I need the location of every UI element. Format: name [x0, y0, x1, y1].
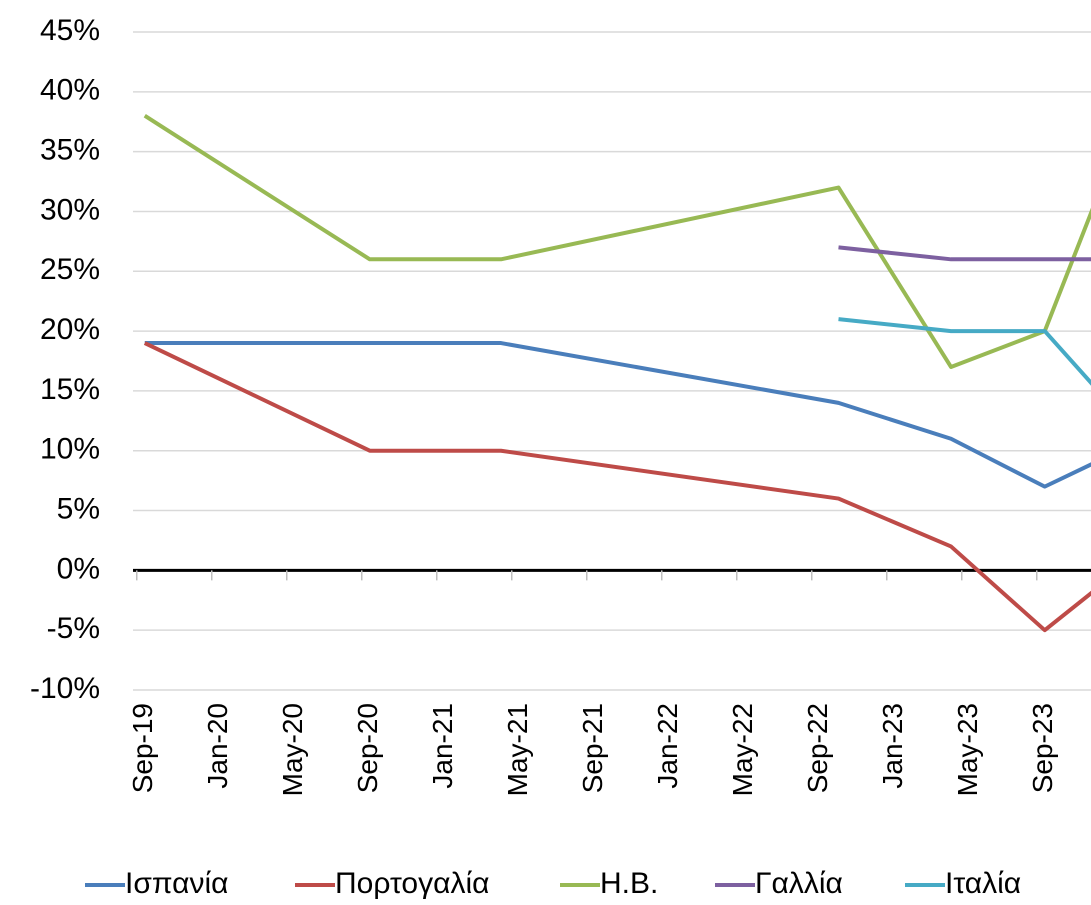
series-line: [838, 317, 1091, 386]
x-tick-label: Sep-23: [1027, 703, 1058, 793]
y-tick-label: 15%: [40, 373, 100, 406]
legend-label: Ιταλία: [945, 867, 1021, 900]
y-tick-label: 20%: [40, 313, 100, 346]
x-tick-label: Jan-23: [877, 703, 908, 789]
y-tick-label: -5%: [47, 612, 100, 645]
legend-label: Πορτογαλία: [335, 867, 489, 900]
grid: [133, 31, 1091, 691]
y-tick-label: 30%: [40, 193, 100, 226]
x-tick-label: May-21: [502, 703, 533, 796]
series-line: [144, 341, 1091, 489]
legend-label: Γαλλία: [755, 867, 843, 900]
y-tick-label: 5%: [57, 492, 100, 525]
x-tick-label: Sep-21: [577, 703, 608, 793]
x-tick-label: May-22: [727, 703, 758, 796]
x-tick-label: Jan-21: [427, 703, 458, 789]
x-tick-label: May-23: [952, 703, 983, 796]
x-tick-label: Jan-20: [202, 703, 233, 789]
axis-labels: -10% -5% 0% 5% 10% 15% 20% 25% 30% 35% 40% 45% Sep-1…: [30, 14, 1058, 796]
y-tick-label: 10%: [40, 433, 100, 466]
legend-label: Ισπανία: [125, 867, 228, 900]
x-tick-label: Sep-19: [127, 703, 158, 793]
legend-label: Η.Β.: [600, 867, 658, 900]
x-tick-label: Sep-20: [352, 703, 383, 793]
x-tick-label: Sep-22: [802, 703, 833, 793]
x-tick-label: Jan-22: [652, 703, 683, 789]
y-tick-label: 0%: [57, 552, 100, 585]
y-tick-label: 25%: [40, 253, 100, 286]
series-line: [143, 341, 1091, 633]
y-tick-label: 45%: [40, 14, 100, 47]
x-tick-label: May-20: [277, 703, 308, 796]
y-tick-label: 35%: [40, 134, 100, 167]
y-tick-label: -10%: [30, 672, 100, 705]
plot-area: [143, 114, 1091, 633]
y-tick-label: 40%: [40, 74, 100, 107]
series-line: [838, 245, 1091, 262]
legend: Ισπανία Πορτογαλία Η.Β. Γαλλία Ιταλία: [85, 867, 1021, 900]
